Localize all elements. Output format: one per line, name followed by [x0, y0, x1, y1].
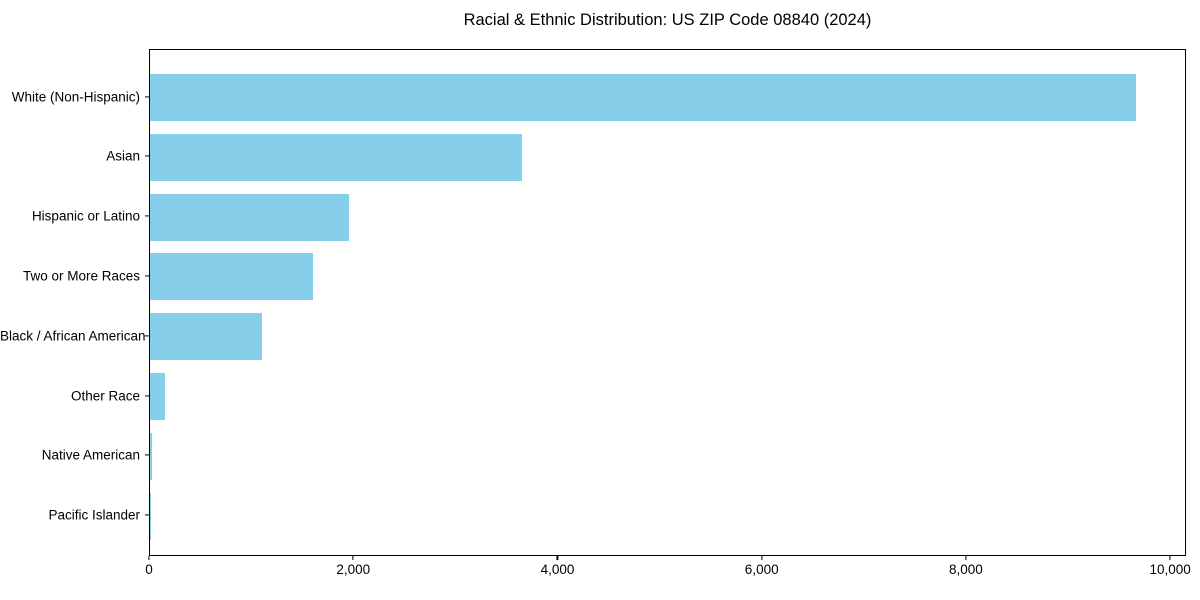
y-axis-label-pacific-islander: Pacific Islander	[48, 507, 140, 523]
y-tick-mark	[145, 335, 149, 337]
x-tick-mark	[965, 556, 967, 560]
y-tick-mark	[145, 215, 149, 217]
x-tick-label: 0	[145, 562, 153, 577]
y-axis-label-other-race: Other Race	[70, 388, 140, 403]
x-tick-mark	[352, 556, 354, 560]
x-tick-mark	[1169, 556, 1171, 560]
x-tick-mark	[148, 556, 150, 560]
bar-pacific-islander	[150, 492, 151, 540]
y-axis-label-asian: Asian	[106, 148, 140, 164]
bar-hispanic-or-latino	[150, 193, 349, 241]
x-tick-label: 2,000	[336, 562, 371, 577]
x-tick-label: 4,000	[540, 562, 575, 577]
y-axis-label-two-or-more-races: Two or More Races	[22, 268, 140, 284]
y-tick-mark	[145, 95, 149, 98]
bar-two-or-more-races	[150, 253, 314, 301]
bar-other-race	[150, 373, 166, 420]
x-tick-mark	[556, 556, 559, 560]
x-tick-label: 6,000	[744, 562, 779, 577]
bar-asian	[150, 133, 522, 181]
chart-title: Racial & Ethnic Distribution: US ZIP Cod…	[463, 11, 872, 29]
y-axis-label-white-non-hispanic: White (Non-Hispanic)	[11, 89, 140, 104]
y-tick-mark	[145, 275, 149, 277]
y-tick-mark	[145, 454, 149, 456]
y-axis-label-hispanic-or-latino: Hispanic or Latino	[31, 208, 140, 224]
bar-white-non-hispanic	[150, 74, 1136, 121]
y-tick-mark	[145, 155, 149, 157]
y-tick-mark	[145, 394, 149, 397]
y-tick-mark	[145, 514, 149, 516]
x-tick-label: 8,000	[949, 562, 983, 577]
x-tick-label: 10,000	[1149, 562, 1191, 577]
plot-area	[149, 49, 1186, 556]
y-axis-label-native-american: Native American	[41, 447, 140, 463]
x-tick-mark	[761, 556, 763, 560]
y-axis-label-black-african-american: Black / African American	[0, 328, 146, 344]
bar-black-african-american	[150, 313, 263, 361]
bar-native-american	[150, 432, 153, 480]
